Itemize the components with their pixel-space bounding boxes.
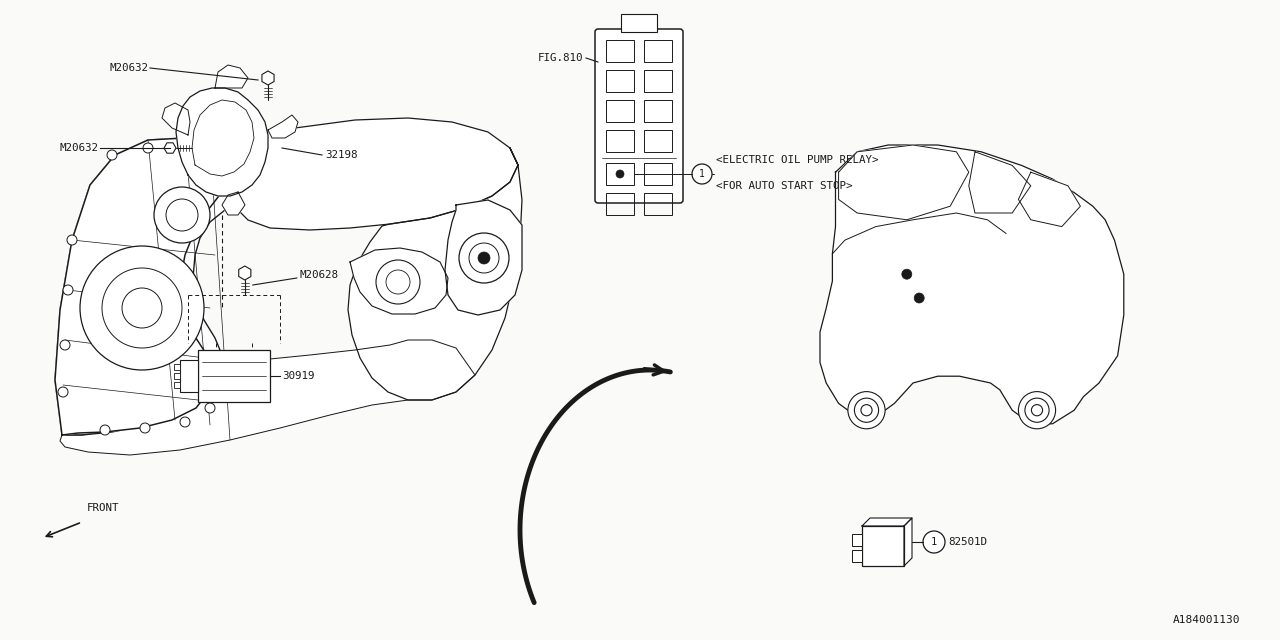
Circle shape <box>692 164 712 184</box>
Polygon shape <box>1019 172 1080 227</box>
Text: 32198: 32198 <box>325 150 357 160</box>
Circle shape <box>1025 398 1050 422</box>
Circle shape <box>183 137 193 147</box>
Polygon shape <box>349 248 448 314</box>
Text: <FOR AUTO START STOP>: <FOR AUTO START STOP> <box>716 181 852 191</box>
Bar <box>852 550 861 562</box>
Bar <box>174 382 180 388</box>
Bar <box>621 14 657 32</box>
Circle shape <box>1032 404 1043 416</box>
Text: FRONT: FRONT <box>87 503 119 513</box>
Text: A184001130: A184001130 <box>1172 615 1240 625</box>
Circle shape <box>861 404 872 416</box>
Polygon shape <box>210 118 518 230</box>
Circle shape <box>100 425 110 435</box>
Circle shape <box>847 392 884 429</box>
Circle shape <box>67 235 77 245</box>
Circle shape <box>477 252 490 264</box>
Polygon shape <box>60 340 475 455</box>
Circle shape <box>902 269 911 279</box>
Text: M20632: M20632 <box>109 63 148 73</box>
Circle shape <box>63 285 73 295</box>
Circle shape <box>923 531 945 553</box>
Bar <box>605 100 634 122</box>
Polygon shape <box>969 152 1030 213</box>
Circle shape <box>376 260 420 304</box>
Bar <box>644 40 672 62</box>
Polygon shape <box>55 138 228 435</box>
Polygon shape <box>904 518 911 566</box>
Bar <box>644 193 672 215</box>
Circle shape <box>855 398 878 422</box>
Polygon shape <box>861 518 911 526</box>
Polygon shape <box>348 148 522 400</box>
Polygon shape <box>177 88 268 196</box>
Circle shape <box>1019 392 1056 429</box>
Polygon shape <box>820 145 1124 424</box>
Bar <box>605 130 634 152</box>
Text: 30919: 30919 <box>282 371 315 381</box>
Bar <box>861 526 904 566</box>
Bar <box>605 70 634 92</box>
Bar <box>605 163 634 185</box>
Text: 1: 1 <box>699 169 705 179</box>
Polygon shape <box>215 65 248 88</box>
Circle shape <box>914 293 924 303</box>
Circle shape <box>108 150 116 160</box>
Circle shape <box>616 170 625 178</box>
Text: M20628: M20628 <box>300 270 339 280</box>
Bar <box>644 163 672 185</box>
Polygon shape <box>163 103 189 135</box>
Circle shape <box>79 246 204 370</box>
Bar <box>852 534 861 546</box>
Text: FIG.810: FIG.810 <box>538 53 582 63</box>
Text: 1: 1 <box>931 537 937 547</box>
Bar <box>174 364 180 370</box>
Text: 82501D: 82501D <box>948 537 987 547</box>
Circle shape <box>460 233 509 283</box>
Bar <box>198 350 270 402</box>
Bar <box>644 70 672 92</box>
Circle shape <box>180 417 189 427</box>
Bar <box>605 193 634 215</box>
Circle shape <box>60 340 70 350</box>
Circle shape <box>58 387 68 397</box>
Bar <box>644 130 672 152</box>
Bar <box>174 373 180 379</box>
Bar <box>605 40 634 62</box>
Circle shape <box>205 403 215 413</box>
Polygon shape <box>445 200 522 315</box>
Bar <box>644 100 672 122</box>
Polygon shape <box>268 115 298 138</box>
Text: M20632: M20632 <box>59 143 99 153</box>
Circle shape <box>154 187 210 243</box>
Circle shape <box>210 383 220 393</box>
Polygon shape <box>221 192 244 215</box>
Circle shape <box>140 423 150 433</box>
Circle shape <box>143 143 154 153</box>
FancyBboxPatch shape <box>595 29 684 203</box>
Circle shape <box>212 360 223 370</box>
Bar <box>180 360 198 392</box>
Text: <ELECTRIC OIL PUMP RELAY>: <ELECTRIC OIL PUMP RELAY> <box>716 155 878 165</box>
Polygon shape <box>55 138 242 435</box>
Polygon shape <box>838 145 969 220</box>
